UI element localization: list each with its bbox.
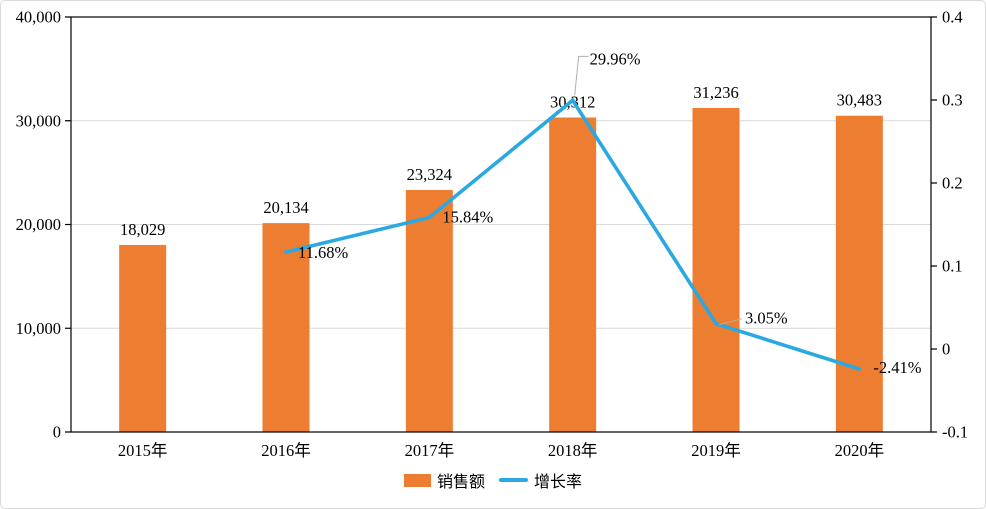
bar-value-label: 30,483 — [837, 91, 882, 110]
x-axis-label: 2019年 — [691, 441, 741, 460]
x-axis-label: 2020年 — [835, 441, 885, 460]
line-value-label: -2.41% — [873, 358, 921, 377]
left-axis-tick: 10,000 — [16, 319, 61, 338]
legend-label-sales: 销售额 — [436, 474, 485, 491]
bar-2019年 — [692, 107, 740, 432]
right-axis-tick: -0.1 — [942, 423, 968, 442]
line-value-label: 29.96% — [590, 49, 641, 68]
legend-label-growth: 增长率 — [534, 474, 583, 491]
bar-value-label: 18,029 — [120, 220, 165, 239]
gridlines — [71, 120, 931, 329]
line-value-label: 15.84% — [442, 208, 493, 227]
left-axis-tick: 40,000 — [16, 8, 61, 27]
x-axis-label: 2017年 — [405, 441, 455, 460]
line-series-swatch — [499, 478, 528, 482]
x-axis-label: 2018年 — [548, 441, 598, 460]
legend-item-sales: 销售额 — [403, 468, 485, 492]
x-axis-label: 2016年 — [261, 441, 311, 460]
bar-2020年 — [835, 115, 883, 432]
bar-2018年 — [549, 117, 597, 432]
bar-value-label: 31,236 — [693, 83, 738, 102]
right-axis-tick: 0.4 — [942, 8, 963, 27]
bar-2017年 — [405, 190, 453, 432]
legend: 销售额 增长率 — [1, 467, 985, 493]
line-value-label: 3.05% — [745, 309, 788, 328]
left-axis-tick: 0 — [53, 423, 61, 442]
left-axis-tick: 30,000 — [16, 111, 61, 130]
growth-line — [284, 97, 862, 371]
right-axis-tick: 0.2 — [942, 174, 963, 193]
bar-value-label: 23,324 — [407, 165, 452, 184]
bar-series-swatch — [403, 473, 431, 487]
x-axis-labels: 2015年 2016年 2017年 2018年 2019年 2020年 — [118, 441, 884, 460]
bar-2016年 — [262, 223, 310, 432]
right-axis-tick: 0.1 — [942, 257, 963, 276]
bar-value-label: 20,134 — [263, 198, 308, 217]
x-axis-label: 2015年 — [118, 441, 168, 460]
left-axis-tick: 20,000 — [16, 215, 61, 234]
line-value-labels: 11.68% 15.84% 29.96% 3.05% -2.41% — [298, 49, 922, 377]
axes: 0 10,000 20,000 30,000 40,000 -0.1 0 0.1 0.2 0.3 0… — [16, 8, 969, 442]
legend-item-growth: 增长率 — [499, 468, 582, 492]
right-axis-tick: 0.3 — [942, 91, 963, 110]
label-leader-line — [574, 55, 589, 96]
bar-2015年 — [119, 244, 167, 432]
label-leader-line — [718, 318, 743, 326]
line-value-label: 11.68% — [298, 243, 349, 262]
right-axis-tick: 0 — [942, 340, 950, 359]
